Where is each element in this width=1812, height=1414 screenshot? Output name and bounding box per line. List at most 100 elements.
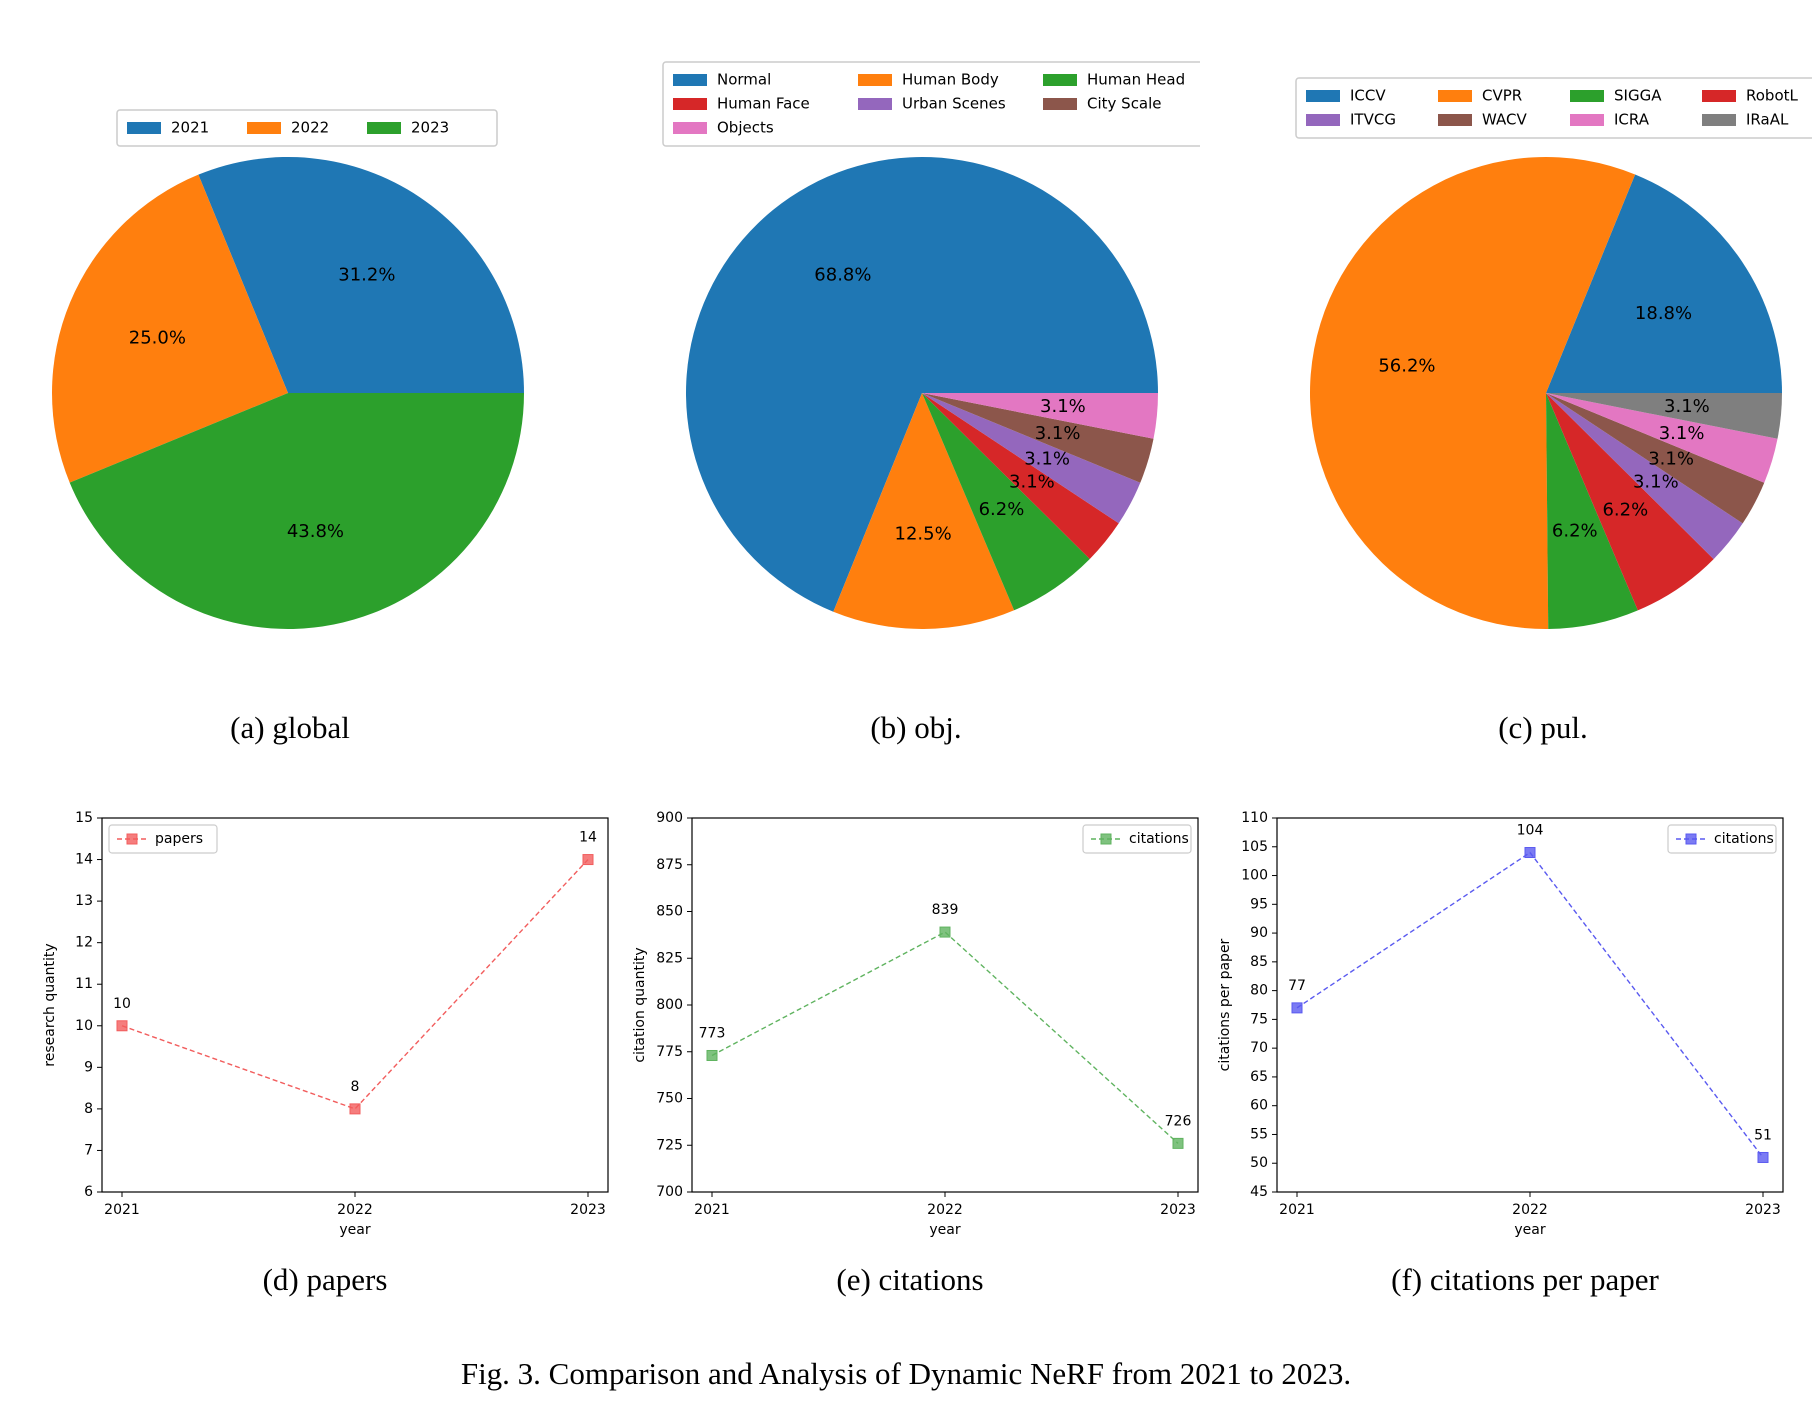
legend-swatch — [1043, 74, 1077, 86]
pie-slice-human-head — [922, 393, 1090, 611]
x-tick-label: 2022 — [337, 1202, 373, 1218]
slice-label: 3.1% — [1633, 471, 1679, 492]
data-label: 77 — [1288, 978, 1306, 994]
slice-label: 3.1% — [1040, 396, 1086, 417]
data-label: 10 — [113, 996, 131, 1012]
slice-label: 43.8% — [287, 521, 344, 542]
x-axis-label: year — [339, 1222, 370, 1238]
y-tick-label: 725 — [656, 1137, 683, 1153]
caption-papers: (d) papers — [262, 1262, 388, 1297]
data-point — [1524, 847, 1536, 859]
pie-slice-cvpr — [1310, 157, 1636, 630]
pie-slice-objects — [922, 393, 1158, 439]
legend-label: Normal — [717, 71, 771, 89]
line-chart-papers-svg: 6 7 8 9 10 11 12 13 14 15 2021 2022 2023 year research… — [42, 810, 609, 1238]
y-tick-label: 95 — [1250, 896, 1268, 912]
y-tick-label: 80 — [1250, 983, 1268, 999]
line-chart-citations: 700 725 750 775 800 825 850 875 900 2021 2022 2023 y… — [630, 800, 1210, 1254]
x-tick-label: 2021 — [694, 1202, 730, 1218]
y-tick-label: 775 — [656, 1044, 683, 1060]
pie-slice-iraal — [1546, 393, 1782, 439]
slice-label: 3.1% — [1035, 423, 1081, 444]
legend-label: ICCV — [1350, 87, 1386, 105]
data-point — [1172, 1137, 1184, 1149]
x-tick-label: 2022 — [927, 1202, 963, 1218]
slice-label: 3.1% — [1664, 396, 1710, 417]
legend-label: Human Body — [902, 71, 999, 89]
legend-swatch — [247, 122, 281, 134]
plot-frame — [1276, 817, 1784, 1193]
y-axis-label: citation quantity — [632, 947, 648, 1062]
legend-swatch — [673, 98, 707, 110]
x-tick-label: 2023 — [570, 1202, 606, 1218]
legend-swatch — [1702, 90, 1736, 102]
legend-label: 2023 — [411, 119, 449, 137]
line-chart-citations-svg: 700 725 750 775 800 825 850 875 900 2021 2022 2023 y… — [632, 810, 1199, 1238]
legend-label: SIGGA — [1614, 87, 1662, 105]
slice-label: 3.1% — [1648, 448, 1694, 469]
line-chart-citations-per-paper: 45 50 55 60 65 70 75 80 85 90 95 100 105 110 2021 2022 2… — [1215, 800, 1795, 1254]
legend-swatch — [1570, 90, 1604, 102]
legend-swatch — [1702, 114, 1736, 126]
y-tick-label: 65 — [1250, 1069, 1268, 1085]
slice-label: 12.5% — [895, 524, 952, 545]
x-tick-label: 2023 — [1160, 1202, 1196, 1218]
y-tick-label: 70 — [1250, 1040, 1268, 1056]
pie-chart-publications: 18.8% 56.2% 6.2% 6.2% 3.1% 3.1% 3.1% 3.1% ICCV CV… — [1200, 0, 1812, 704]
pie-chart-global-svg: 31.2% 25.0% 43.8% 2021 2022 2023 — [51, 109, 525, 630]
legend-box — [1082, 824, 1192, 854]
data-point — [1291, 1002, 1303, 1014]
slice-label: 68.8% — [814, 265, 871, 286]
legend-swatch — [1438, 90, 1472, 102]
pie-slice-sigga — [1546, 393, 1638, 629]
legend-swatch — [1306, 114, 1340, 126]
pie-slice-city-scale — [922, 393, 1154, 483]
legend-box — [1667, 824, 1777, 854]
legend-label: Human Face — [717, 95, 810, 113]
slice-label: 25.0% — [129, 327, 186, 348]
caption-publications: (c) pul. — [1498, 710, 1588, 745]
legend-swatch — [1306, 90, 1340, 102]
data-label: 839 — [932, 902, 959, 918]
slice-label: 6.2% — [1602, 499, 1648, 520]
caption-citations-per-paper: (f) citations per paper — [1391, 1262, 1659, 1297]
data-label: 14 — [579, 830, 597, 846]
legend-label: citations — [1714, 831, 1774, 847]
y-tick-label: 15 — [75, 810, 93, 826]
legend-marker — [1685, 833, 1697, 845]
legend-label: Objects — [717, 119, 774, 137]
caption-citations: (e) citations — [836, 1262, 984, 1297]
x-tick-label: 2021 — [104, 1202, 140, 1218]
pie-slice-human-body — [833, 393, 1015, 629]
legend-label: papers — [155, 831, 203, 847]
legend-swatch — [1043, 98, 1077, 110]
legend-label: WACV — [1482, 111, 1527, 129]
data-label: 51 — [1754, 1127, 1772, 1143]
y-axis-label: research quantity — [42, 943, 58, 1066]
legend-label: City Scale — [1087, 95, 1162, 113]
legend-box — [108, 824, 218, 854]
y-tick-label: 10 — [75, 1018, 93, 1034]
legend-swatch — [858, 98, 892, 110]
pie-slice-normal — [686, 156, 1158, 612]
slice-label: 31.2% — [338, 264, 395, 285]
y-tick-label: 8 — [84, 1101, 93, 1117]
legend-marker — [126, 833, 138, 845]
y-tick-label: 9 — [84, 1059, 93, 1075]
slice-label: 6.2% — [1552, 521, 1598, 542]
x-tick-label: 2021 — [1279, 1202, 1315, 1218]
legend-swatch — [1438, 114, 1472, 126]
legend-label: Urban Scenes — [902, 95, 1006, 113]
y-tick-label: 850 — [656, 904, 683, 920]
pie-slice-2021 — [198, 157, 524, 393]
legend-swatch — [673, 74, 707, 86]
y-tick-label: 800 — [656, 997, 683, 1013]
y-tick-label: 60 — [1250, 1098, 1268, 1114]
y-tick-label: 7 — [84, 1142, 93, 1158]
legend-swatch — [1570, 114, 1604, 126]
y-tick-label: 75 — [1250, 1011, 1268, 1027]
data-point — [349, 1103, 361, 1115]
plot-frame — [691, 817, 1199, 1193]
y-tick-label: 13 — [75, 893, 93, 909]
data-label: 8 — [351, 1079, 360, 1095]
